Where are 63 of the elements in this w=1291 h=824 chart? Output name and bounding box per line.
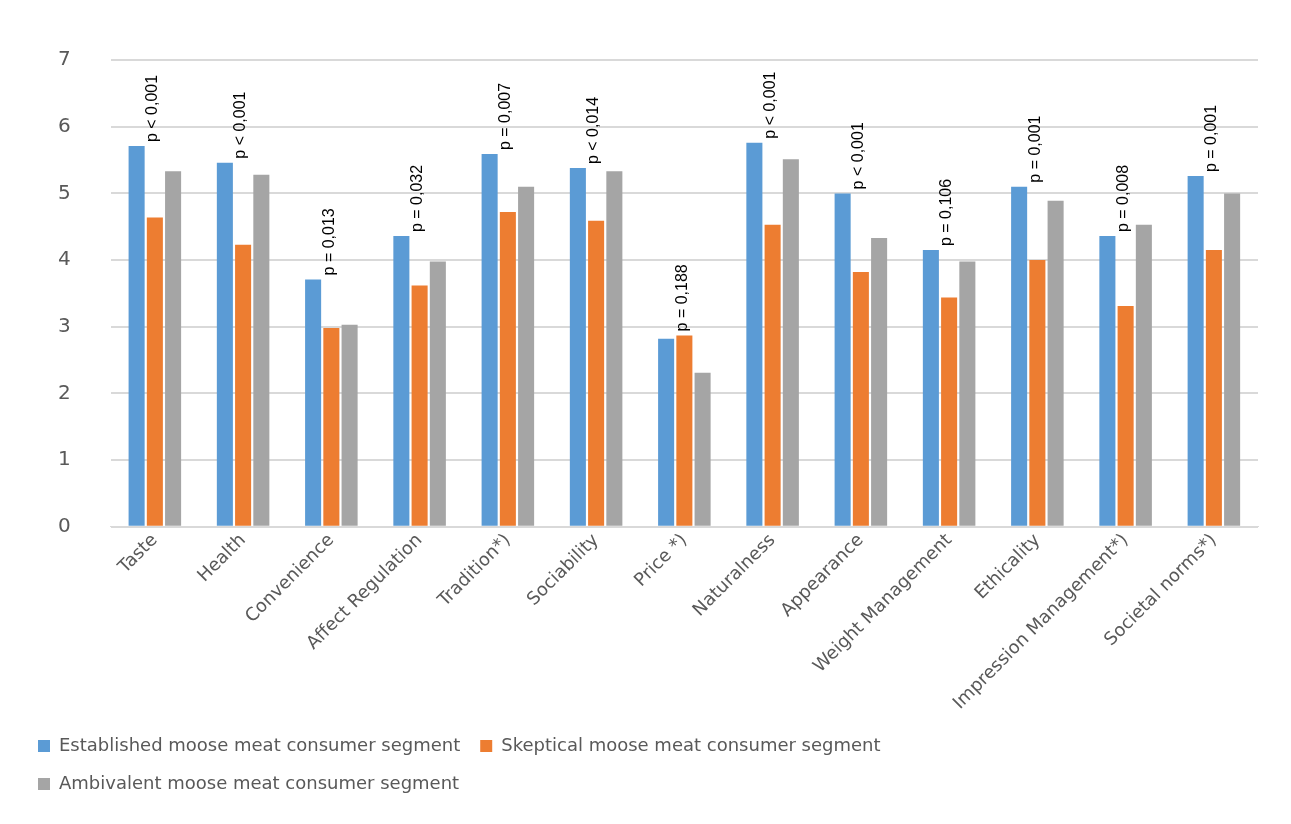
- bar: [588, 220, 605, 526]
- y-tick-label: 2: [57, 379, 71, 404]
- bar: [871, 238, 888, 526]
- legend-label: Ambivalent moose meat consumer segment: [59, 771, 460, 793]
- bar: [323, 328, 340, 526]
- bar: [393, 236, 410, 526]
- bar: [1205, 250, 1222, 526]
- annotation: p = 0,007: [496, 82, 514, 151]
- annotation: p < 0,014: [584, 96, 602, 165]
- bar: [1224, 193, 1241, 526]
- bar: [481, 154, 498, 526]
- y-tick-label: 5: [57, 179, 71, 204]
- bar: [341, 324, 358, 526]
- annotation: p = 0,013: [319, 208, 337, 276]
- bar: [128, 146, 145, 526]
- bar: [782, 159, 799, 526]
- annotation: p = 0,008: [1113, 164, 1131, 233]
- bar: [235, 244, 252, 526]
- bar: [1011, 186, 1028, 526]
- bar: [852, 272, 869, 526]
- bar: [253, 174, 270, 526]
- annotation: p = 0,001: [1202, 104, 1220, 173]
- bar: [411, 285, 428, 526]
- legend-label: Skeptical moose meat consumer segment: [501, 733, 881, 755]
- y-tick-label: 6: [57, 112, 71, 137]
- bar: [658, 338, 675, 526]
- y-tick-label: 7: [57, 46, 71, 71]
- y-tick-label: 1: [57, 446, 71, 471]
- bar: [1187, 176, 1204, 526]
- bar: [429, 261, 446, 526]
- bar: [305, 279, 322, 526]
- bar: [165, 171, 182, 526]
- annotation: p = 0,001: [1025, 115, 1043, 183]
- bar: [959, 261, 976, 526]
- bar: [518, 186, 535, 526]
- y-tick-label: 3: [57, 312, 71, 337]
- y-tick-label: 0: [57, 513, 71, 538]
- bar: [694, 372, 711, 526]
- annotation: p = 0,106: [937, 178, 955, 247]
- bar: [1099, 236, 1116, 526]
- y-tick-label: 4: [57, 246, 71, 271]
- bar: [676, 335, 693, 526]
- annotation: p = 0,032: [407, 164, 425, 233]
- bar: [1029, 260, 1046, 526]
- bar: [834, 193, 851, 526]
- annotation: p < 0,001: [849, 122, 867, 190]
- annotation: p = 0,188: [672, 264, 690, 332]
- bar: [606, 171, 623, 526]
- bar: [1117, 306, 1134, 526]
- bar: [1047, 200, 1064, 526]
- bar: [216, 162, 233, 526]
- bar: [746, 142, 763, 526]
- bar: [499, 212, 516, 526]
- annotation: p < 0,001: [760, 71, 778, 139]
- bar: [1135, 224, 1152, 526]
- bar: [569, 168, 586, 526]
- bar: [922, 250, 939, 526]
- annotation: p < 0,001: [143, 74, 161, 143]
- annotation: p < 0,001: [231, 91, 249, 159]
- bar: [764, 224, 781, 526]
- bar: [941, 297, 958, 526]
- bar: [146, 217, 163, 526]
- legend-label: Established moose meat consumer segment: [59, 733, 461, 755]
